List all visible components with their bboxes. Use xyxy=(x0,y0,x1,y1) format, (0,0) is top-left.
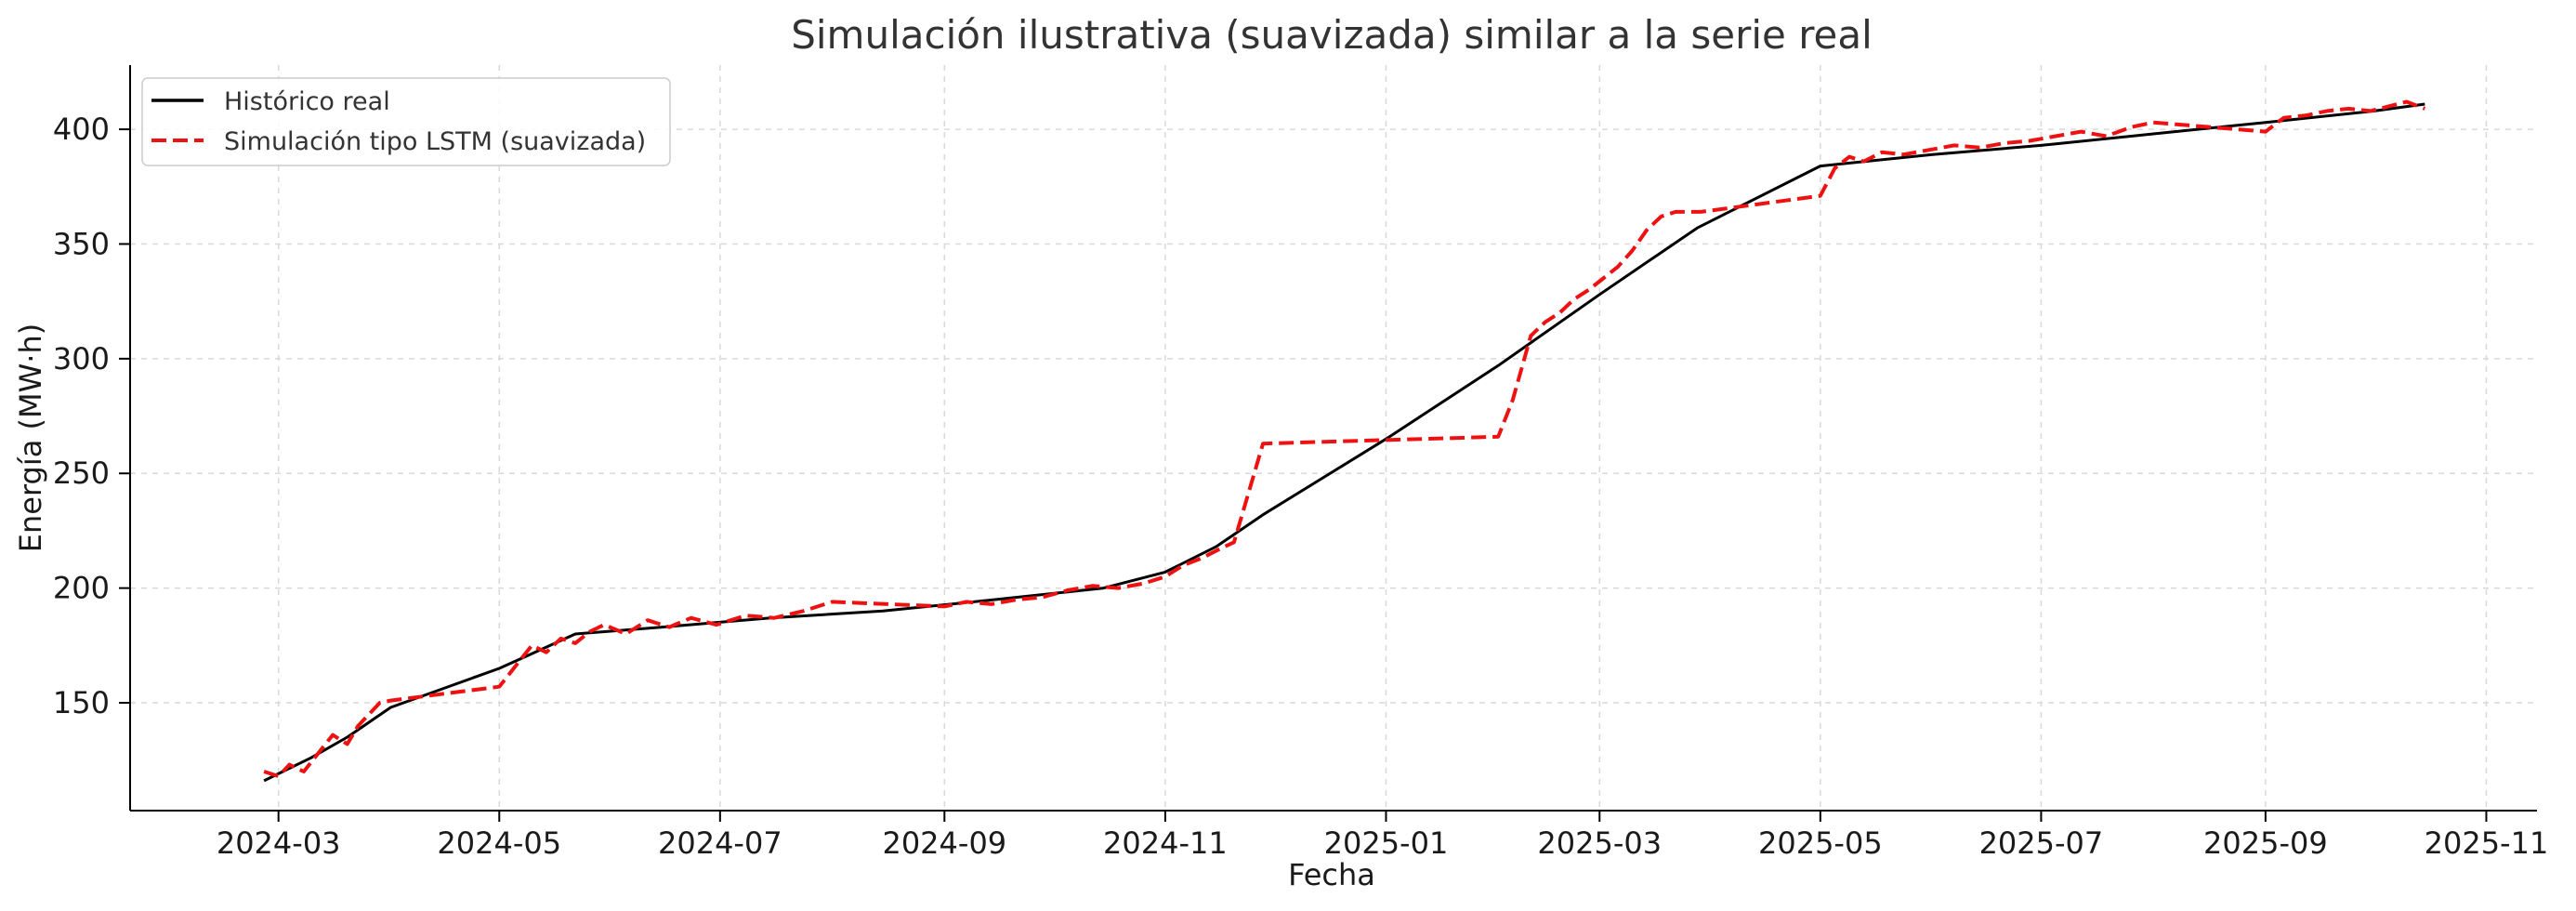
x-tick-label: 2025-09 xyxy=(2203,825,2328,861)
x-axis-ticks: 2024-03 2024-05 2024-07 2024-09 2024-11 2025-… xyxy=(217,811,2548,861)
x-axis-label: Fecha xyxy=(1288,857,1375,892)
legend: Histórico real Simulación tipo LSTM (sua… xyxy=(141,77,671,166)
series-lines xyxy=(263,99,2426,783)
chart-title: Simulación ilustrativa (suavizada) simil… xyxy=(791,12,1873,58)
x-tick-label: 2024-09 xyxy=(882,825,1006,861)
y-axis-ticks: 150 200 250 300 350 400 xyxy=(53,112,130,720)
x-tick-label: 2025-01 xyxy=(1324,825,1449,861)
grid-lines xyxy=(130,65,2537,811)
y-tick-label: 350 xyxy=(53,226,110,261)
y-tick-label: 300 xyxy=(53,341,110,376)
series-line-simulacion xyxy=(263,99,2426,778)
x-tick-label: 2024-05 xyxy=(437,825,561,861)
legend-box xyxy=(141,77,671,166)
x-tick-label: 2024-03 xyxy=(217,825,341,861)
y-tick-label: 250 xyxy=(53,456,110,491)
x-tick-label: 2024-11 xyxy=(1103,825,1228,861)
y-tick-label: 400 xyxy=(53,112,110,147)
y-tick-label: 150 xyxy=(53,685,110,720)
x-tick-label: 2025-03 xyxy=(1537,825,1662,861)
x-tick-label: 2025-05 xyxy=(1758,825,1883,861)
y-tick-label: 200 xyxy=(53,571,110,606)
x-tick-label: 2025-11 xyxy=(2425,825,2549,861)
series-line-historico xyxy=(263,102,2425,783)
legend-label-simulacion: Simulación tipo LSTM (suavizada) xyxy=(224,127,646,156)
legend-label-historico: Histórico real xyxy=(224,87,390,116)
x-tick-label: 2024-07 xyxy=(658,825,782,861)
y-axis-label: Energía (MW·h) xyxy=(13,323,48,552)
x-tick-label: 2025-07 xyxy=(1979,825,2104,861)
